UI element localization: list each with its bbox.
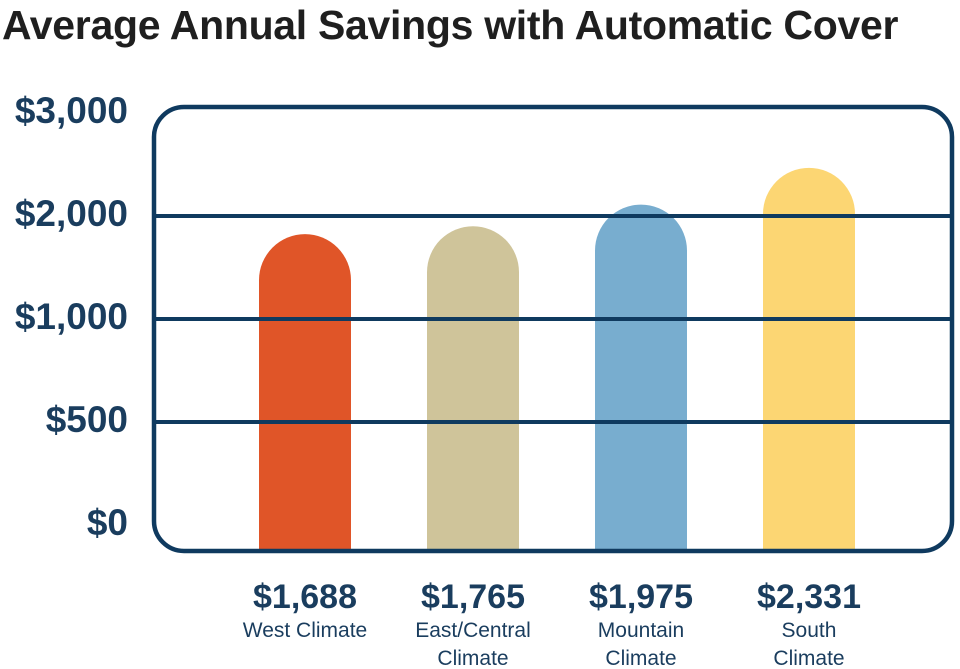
value-label: $1,688 [253,578,357,616]
category-label: Climate [773,647,844,669]
y-tick-label: $0 [87,502,128,543]
plot-frame [151,104,955,554]
y-axis-ticks: $3,000 $2,000 $1,000 $500 $0 [15,90,128,543]
value-label: $1,765 [421,578,525,616]
value-label: $2,331 [757,578,861,616]
bar-2 [427,226,519,553]
bars [259,167,855,554]
bar-3 [595,204,687,553]
bar-labels: $1,688 West Climate $1,765 East/Central Clim… [243,578,861,669]
y-tick-label: $3,000 [15,90,128,131]
category-label: Climate [437,647,508,669]
bar-4 [763,167,855,554]
y-tick-label: $500 [46,399,128,440]
category-label: East/Central [415,619,531,642]
category-label: Mountain [598,619,684,642]
category-label: West Climate [243,619,367,642]
chart-title: Average Annual Savings with Automatic Co… [2,2,899,48]
value-label: $1,975 [589,578,693,616]
bar-1 [259,234,351,553]
category-label: Climate [605,647,676,669]
category-label: South [782,619,837,642]
gridlines [154,214,952,424]
y-tick-label: $2,000 [15,193,128,234]
y-tick-label: $1,000 [15,296,128,337]
